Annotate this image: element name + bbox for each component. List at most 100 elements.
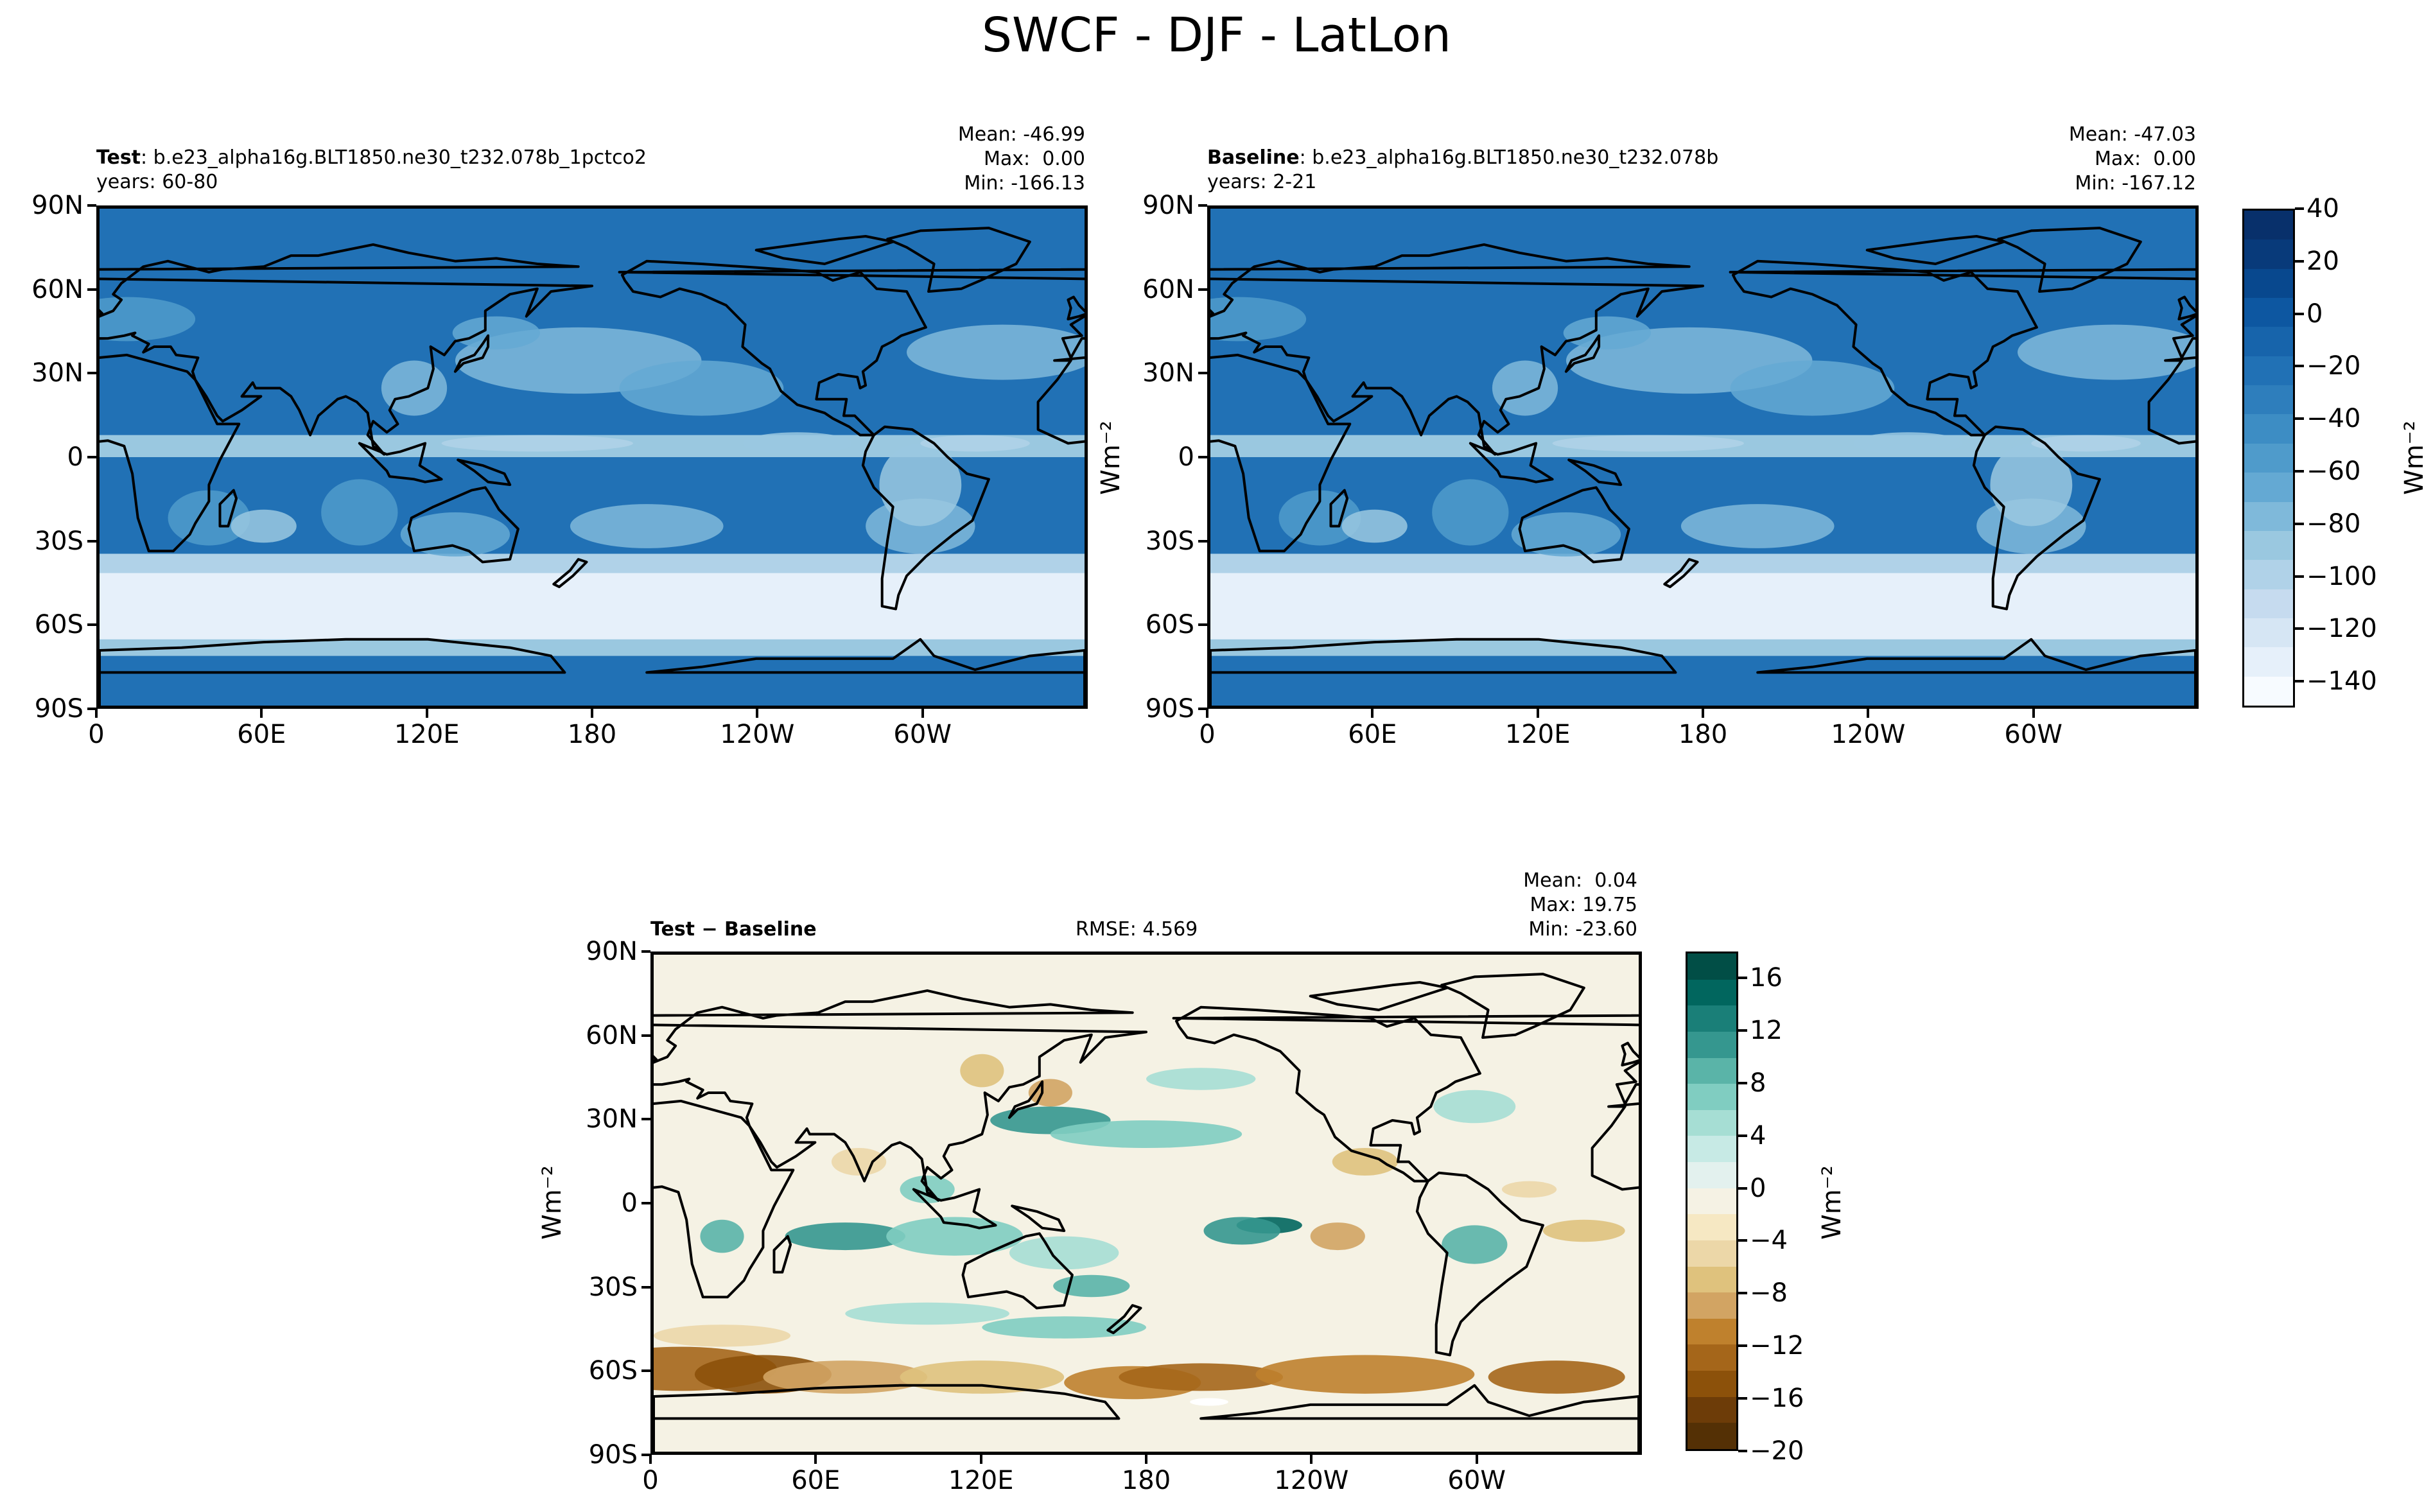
test-blob: [168, 490, 250, 546]
bottom-colorbar-tick: −16: [1750, 1384, 1804, 1414]
baseline-lon-tick-mark: [1536, 709, 1539, 718]
bottom-colorbar-segment: [1687, 1214, 1736, 1241]
test-coast-europe-asia: [100, 243, 593, 456]
bottom-colorbar-tick-mark: [1738, 1186, 1747, 1190]
diff-mean: Mean: 0.04: [1523, 869, 1637, 892]
baseline-map: [1207, 205, 2199, 709]
test-so-edge: [100, 553, 1085, 573]
test-lon-tick: 120W: [720, 720, 795, 749]
diff-lon-tick-mark: [814, 1455, 817, 1464]
test-coast-antarctica-wrap: [645, 638, 1085, 706]
diff-coastlines: [654, 973, 1639, 1452]
bottom-colorbar-segment: [1687, 1005, 1736, 1032]
diff-patch: [900, 1360, 1065, 1394]
top-colorbar-tick-mark: [2295, 469, 2304, 473]
top-colorbar-segment: [2244, 298, 2293, 328]
top-colorbar-tick: 0: [2307, 299, 2323, 329]
baseline-coast-japan: [1564, 334, 1601, 373]
baseline-lon-tick-mark: [2032, 709, 2035, 718]
bottom-colorbar-tick-mark: [1738, 1134, 1747, 1137]
diff-patch: [1542, 1219, 1625, 1242]
test-lat-tick: 30N: [31, 358, 83, 388]
test-blob: [452, 316, 541, 350]
test-coast-nz: [552, 558, 588, 589]
diff-patch: [1488, 1360, 1625, 1394]
bottom-colorbar-tick: −20: [1750, 1436, 1804, 1466]
bottom-colorbar-segment: [1687, 1136, 1736, 1163]
baseline-label-bold: Baseline: [1207, 146, 1300, 169]
baseline-coast-africa-wrap: [2147, 356, 2195, 445]
test-coast-japan: [453, 334, 490, 373]
baseline-lon-tick: 120W: [1831, 720, 1906, 749]
baseline-lat-tick-mark: [1198, 456, 1207, 458]
test-field: [100, 209, 1085, 706]
test-lat-tick: 90S: [34, 694, 83, 724]
top-colorbar-label: Wm⁻²: [2400, 421, 2429, 495]
diff-coast-africa: [654, 1099, 795, 1299]
top-colorbar-tick: 20: [2307, 246, 2339, 276]
diff-lon-tick: 120E: [948, 1466, 1014, 1495]
baseline-lon-tick: 60W: [2004, 720, 2062, 749]
test-lat-tick-mark: [87, 456, 96, 458]
diff-lat-tick: 30N: [586, 1104, 638, 1134]
test-coast-new-guinea: [457, 458, 512, 486]
diff-lat-tick-mark: [641, 1369, 650, 1373]
top-colorbar-segment: [2244, 327, 2293, 357]
diff-lat-tick-mark: [641, 1118, 650, 1121]
baseline-coast-africa: [1210, 353, 1352, 553]
test-label-rest: : b.e23_alpha16g.BLT1850.ne30_t232.078b_…: [141, 146, 647, 169]
diff-lat-tick: 30S: [588, 1272, 638, 1302]
test-lat-tick: 30S: [34, 526, 83, 556]
test-blob: [400, 512, 510, 557]
baseline-coast-indonesia: [1469, 442, 1554, 483]
top-colorbar-tick-mark: [2295, 680, 2304, 683]
diff-lon-tick: 0: [642, 1466, 659, 1495]
diff-patch: [654, 1325, 791, 1347]
diff-lon-tick: 60W: [1447, 1466, 1506, 1495]
diff-patch: [960, 1054, 1004, 1088]
diff-patch: [1119, 1363, 1284, 1391]
bottom-colorbar-segment: [1687, 1371, 1736, 1398]
baseline-blob: [1341, 509, 1408, 543]
test-svg: [100, 209, 1085, 706]
test-blob: [879, 443, 962, 526]
test-so-edge2: [100, 639, 1085, 656]
baseline-svg: [1210, 209, 2195, 706]
top-colorbar-tick-mark: [2295, 627, 2304, 630]
bottom-colorbar-segment: [1687, 953, 1736, 980]
test-blob: [100, 297, 196, 342]
test-lat-tick: 90N: [31, 191, 83, 220]
top-colorbar-tick: −140: [2307, 666, 2377, 697]
test-lon-tick-mark: [260, 709, 263, 718]
diff-coast-new-guinea: [1011, 1204, 1066, 1232]
diff-patch: [1203, 1217, 1280, 1245]
top-colorbar-tick: −80: [2307, 508, 2361, 539]
bottom-colorbar-tick: −12: [1750, 1331, 1804, 1361]
baseline-coast-australia: [1518, 486, 1630, 564]
baseline-blob: [1990, 443, 2073, 526]
test-blob: [742, 432, 852, 455]
diff-lon-tick: 180: [1121, 1466, 1171, 1495]
test-coastlines: [100, 227, 1085, 706]
baseline-mean: Mean: -47.03: [2068, 123, 2196, 146]
diff-patch: [1146, 1068, 1256, 1090]
test-years: years: 60-80: [96, 171, 218, 193]
bottom-colorbar-segment: [1687, 1344, 1736, 1372]
baseline-lat-tick-mark: [1198, 539, 1207, 543]
bottom-colorbar-segment: [1687, 1057, 1736, 1085]
bottom-colorbar-segment: [1687, 1423, 1736, 1449]
baseline-lat-tick-mark: [1198, 623, 1207, 627]
baseline-label-rest: : b.e23_alpha16g.BLT1850.ne30_t232.078b: [1299, 146, 1719, 169]
test-coast-greenland: [886, 227, 1031, 293]
test-lon-tick-mark: [591, 709, 593, 718]
baseline-lon-tick-mark: [1702, 709, 1704, 718]
diff-coast-indonesia: [912, 1188, 997, 1230]
diff-field: [654, 955, 1639, 1452]
bottom-colorbar-segment: [1687, 1084, 1736, 1111]
diff-lon-tick-mark: [649, 1455, 652, 1464]
test-lon-tick-mark: [756, 709, 759, 718]
baseline-blob: [1210, 297, 1307, 342]
test-blob: [231, 509, 297, 543]
top-colorbar-segment: [2244, 647, 2293, 677]
top-colorbar-segment: [2244, 473, 2293, 503]
